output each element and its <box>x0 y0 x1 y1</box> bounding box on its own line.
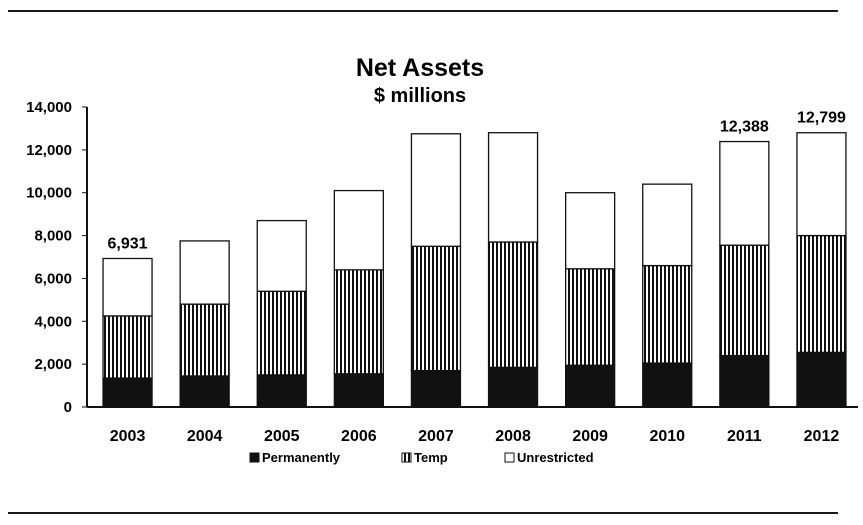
x-tick-label: 2011 <box>727 428 762 445</box>
x-tick-label: 2008 <box>495 428 531 445</box>
x-tick-label: 2012 <box>804 428 840 445</box>
bar-segment-permanently <box>256 374 307 408</box>
bar-segment-temp <box>796 234 847 354</box>
legend-label-unrestricted: Unrestricted <box>517 450 594 465</box>
y-tick-label: 6,000 <box>34 270 72 287</box>
bar-segment-permanently <box>333 373 385 408</box>
bar-segment-temp <box>719 244 770 357</box>
bar-segment-unrestricted <box>179 240 230 305</box>
x-tick-label: 2006 <box>341 428 377 445</box>
y-tick-label: 10,000 <box>26 185 72 202</box>
y-tick-label: 0 <box>64 399 72 416</box>
bar-segment-unrestricted <box>410 133 462 247</box>
bar-segment-temp <box>642 264 693 364</box>
bar-segment-permanently <box>796 351 847 408</box>
x-tick-label: 2009 <box>572 428 608 445</box>
bottom-rule <box>8 512 838 514</box>
x-tick-label: 2003 <box>110 428 146 445</box>
data-label: 12,799 <box>797 110 846 127</box>
bar-segment-permanently <box>410 369 462 408</box>
y-tick-label: 4,000 <box>34 313 72 330</box>
bar-segment-unrestricted <box>719 140 770 246</box>
bar-segment-unrestricted <box>256 219 307 292</box>
y-tick-label: 14,000 <box>26 99 72 116</box>
bars <box>102 132 847 408</box>
legend: Permanently Temp Unrestricted <box>249 450 594 465</box>
bar-segment-permanently <box>642 362 693 408</box>
bar-segment-permanently <box>719 354 770 408</box>
bar-segment-permanently <box>179 375 230 408</box>
data-labels: 6,931 12,388 12,799 <box>108 110 846 253</box>
x-tick-label: 2004 <box>187 428 223 445</box>
bar-segment-temp <box>102 315 153 379</box>
bar-segment-temp <box>487 241 539 369</box>
bar-segment-permanently <box>487 366 539 408</box>
legend-label-temp: Temp <box>414 450 448 465</box>
bar-segment-temp <box>256 290 307 376</box>
legend-swatch-unrestricted <box>504 452 515 463</box>
bar-segment-unrestricted <box>642 183 693 267</box>
bar-segment-unrestricted <box>487 132 539 243</box>
y-tick-label: 2,000 <box>34 356 72 373</box>
top-rule <box>8 10 838 12</box>
data-label: 12,388 <box>720 119 769 136</box>
x-tick-label: 2007 <box>418 428 454 445</box>
chart-subtitle: $ millions <box>374 85 466 107</box>
bar-segment-unrestricted <box>102 257 153 317</box>
x-tick-label: 2010 <box>649 428 685 445</box>
bar-segment-temp <box>179 303 230 377</box>
legend-label-permanently: Permanently <box>262 450 341 465</box>
chart-title: Net Assets <box>356 54 484 82</box>
bar-segment-permanently <box>565 364 616 408</box>
bar-segment-unrestricted <box>796 132 847 237</box>
bar-segment-temp <box>410 245 462 372</box>
bar-segment-unrestricted <box>333 189 385 271</box>
bar-segment-unrestricted <box>565 192 616 270</box>
bar-segment-temp <box>565 268 616 366</box>
y-axis-ticks: 0 2,000 4,000 6,000 8,000 10,000 12,000 14,000 <box>26 99 87 416</box>
bar-segment-permanently <box>102 377 153 408</box>
bar-segment-temp <box>333 269 385 375</box>
y-tick-label: 8,000 <box>34 228 72 245</box>
legend-swatch-temp <box>401 452 412 463</box>
data-label: 6,931 <box>108 235 148 252</box>
legend-swatch-permanently <box>249 452 260 463</box>
x-tick-label: 2005 <box>264 428 300 445</box>
x-axis-ticks: 2003 2004 2005 2006 2007 2008 2009 2010 2011 2012 <box>110 428 840 445</box>
y-tick-label: 12,000 <box>26 142 72 159</box>
